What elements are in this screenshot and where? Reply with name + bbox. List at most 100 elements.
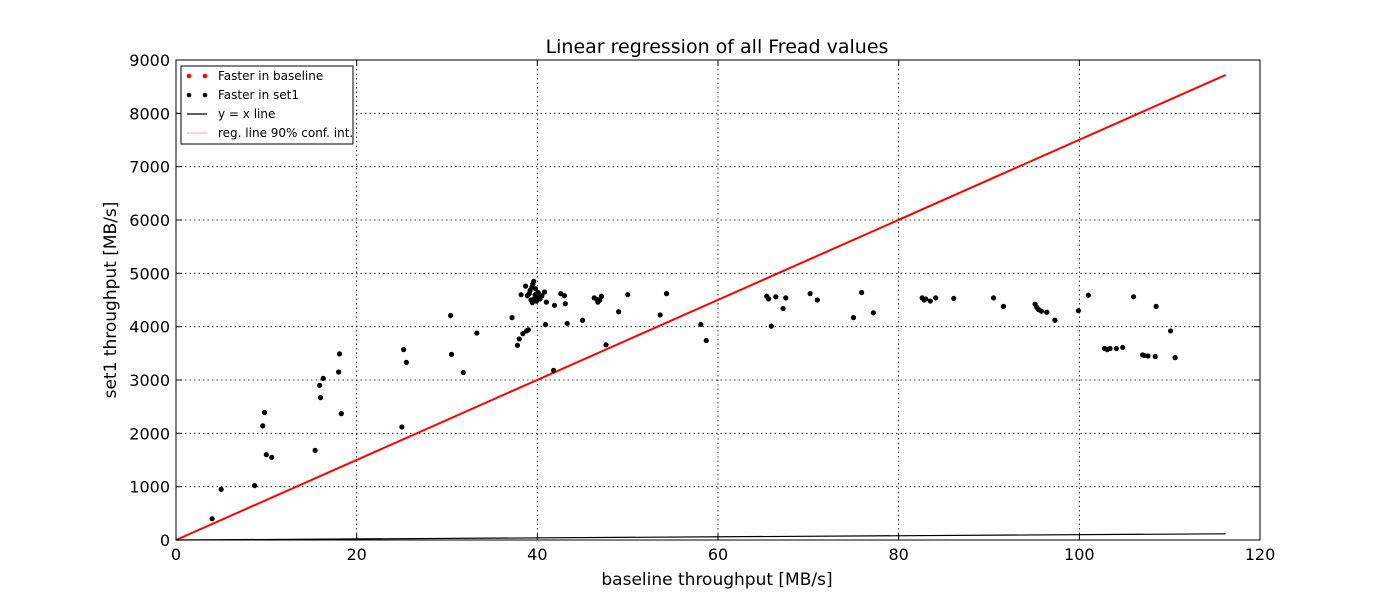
y-tick-label: 2000 <box>129 424 170 443</box>
faster-in-set1-point <box>542 321 549 328</box>
faster-in-set1-point <box>657 312 663 318</box>
faster-in-set1-point <box>269 454 275 460</box>
y-tick-label: 0 <box>160 531 170 550</box>
faster-in-set1-point <box>1113 345 1119 352</box>
x-axis-label: baseline throughput [MB/s] <box>601 570 832 590</box>
faster-in-set1-point <box>251 483 258 489</box>
faster-in-set1-point <box>531 278 537 284</box>
faster-in-set1-point <box>522 283 529 289</box>
faster-in-set1-point <box>1085 292 1091 298</box>
faster-in-set1-point <box>460 369 466 376</box>
faster-in-set1-point <box>870 310 876 316</box>
faster-in-set1-point <box>807 291 813 297</box>
faster-in-set1-point <box>518 292 524 298</box>
legend-label: y = x line <box>218 107 275 121</box>
x-tick-label: 40 <box>527 545 547 564</box>
faster-in-set1-point <box>814 297 820 303</box>
faster-in-set1-point <box>263 452 269 458</box>
faster-in-set1-point <box>539 293 545 299</box>
faster-in-set1-point <box>603 342 609 348</box>
faster-in-set1-point <box>768 323 774 329</box>
chart-title: Linear regression of all Fread values <box>546 36 889 58</box>
faster-in-set1-point <box>320 375 326 381</box>
faster-in-set1-point <box>564 320 570 327</box>
legend-label: Faster in baseline <box>218 69 323 83</box>
faster-in-set1-point <box>579 317 586 323</box>
faster-in-set1-point <box>261 409 268 416</box>
faster-in-set1-point <box>1120 344 1126 351</box>
x-tick-label: 20 <box>346 545 366 564</box>
faster-in-set1-point <box>535 289 541 296</box>
faster-in-set1-point <box>218 486 224 492</box>
faster-in-set1-point <box>663 291 670 297</box>
faster-in-set1-point <box>1000 303 1007 309</box>
legend: Faster in baseline Faster in set1 y = x li… <box>180 65 354 145</box>
faster-in-set1-point <box>1044 309 1050 315</box>
faster-in-set1-point <box>783 295 789 301</box>
regression-line <box>175 74 1227 541</box>
x-tick-label: 120 <box>1245 545 1276 564</box>
faster-in-set1-point <box>312 447 318 453</box>
y-x-line-line <box>175 533 1226 541</box>
legend-label: reg. line 90% conf. int. <box>218 126 353 140</box>
faster-in-set1-point <box>927 298 933 304</box>
faster-in-set1-point <box>529 300 535 306</box>
faster-in-set1-point <box>474 330 480 336</box>
legend-box <box>180 65 354 145</box>
x-tick-label: 100 <box>1064 545 1095 564</box>
faster-in-set1-point <box>1130 294 1137 300</box>
y-tick-label: 9000 <box>129 51 170 70</box>
plot-area <box>175 74 1227 541</box>
faster-in-set1-point <box>1038 308 1044 314</box>
faster-in-set1-point <box>317 395 324 401</box>
faster-in-set1-point <box>765 296 772 302</box>
faster-in-set1-point <box>923 296 929 302</box>
faster-in-set1-point <box>543 299 549 305</box>
y-tick-label: 4000 <box>129 318 170 337</box>
faster-in-set1-point <box>1145 353 1151 359</box>
faster-in-set1-point <box>1075 308 1082 314</box>
y-axis-label: set1 throughput [MB/s] <box>101 202 121 399</box>
faster-in-set1-point <box>1167 328 1174 334</box>
faster-in-set1-point <box>933 295 939 301</box>
axis-ticks: 0 20 40 60 80 100 120 0 1000 2000 3000 4000 5000 6000… <box>129 51 1275 564</box>
faster-in-set1-point <box>990 295 997 301</box>
legend-marker <box>202 73 208 79</box>
faster-in-set1-point <box>541 289 548 295</box>
faster-in-set1-point <box>514 342 521 348</box>
faster-in-set1-point <box>598 293 605 299</box>
faster-in-set1-point <box>551 302 558 308</box>
faster-in-set1-point <box>260 423 266 429</box>
faster-in-set1-point <box>448 312 454 319</box>
faster-in-set1-point <box>561 293 568 299</box>
faster-in-set1-point <box>562 301 568 307</box>
x-tick-label: 60 <box>708 545 728 564</box>
faster-in-set1-point <box>448 351 455 357</box>
legend-marker <box>186 92 192 98</box>
faster-in-set1-point <box>336 369 342 375</box>
faster-in-set1-point <box>209 516 215 522</box>
faster-in-set1-point <box>399 424 405 430</box>
faster-in-set1-point <box>616 309 622 315</box>
y-tick-label: 7000 <box>129 158 170 177</box>
faster-in-set1-point <box>532 286 539 292</box>
x-tick-label: 80 <box>888 545 908 564</box>
faster-in-set1-point <box>859 289 865 296</box>
faster-in-set1-point <box>338 411 344 417</box>
faster-in-set1-point <box>520 331 526 337</box>
faster-in-set1-point <box>403 359 409 365</box>
faster-in-set1-point <box>850 315 857 321</box>
faster-in-set1-point <box>317 382 323 388</box>
faster-in-set1-point <box>1052 317 1058 323</box>
y-tick-label: 8000 <box>129 104 170 123</box>
x-tick-label: 0 <box>171 545 181 564</box>
faster-in-set1-point <box>1153 303 1159 309</box>
faster-in-set1-point <box>698 321 704 328</box>
legend-label: Faster in set1 <box>218 88 299 102</box>
faster-in-set1-point <box>509 315 515 321</box>
faster-in-set1-point <box>401 347 407 353</box>
faster-in-set1-point <box>1107 345 1113 352</box>
legend-marker <box>202 92 208 98</box>
faster-in-set1-point <box>703 337 709 344</box>
